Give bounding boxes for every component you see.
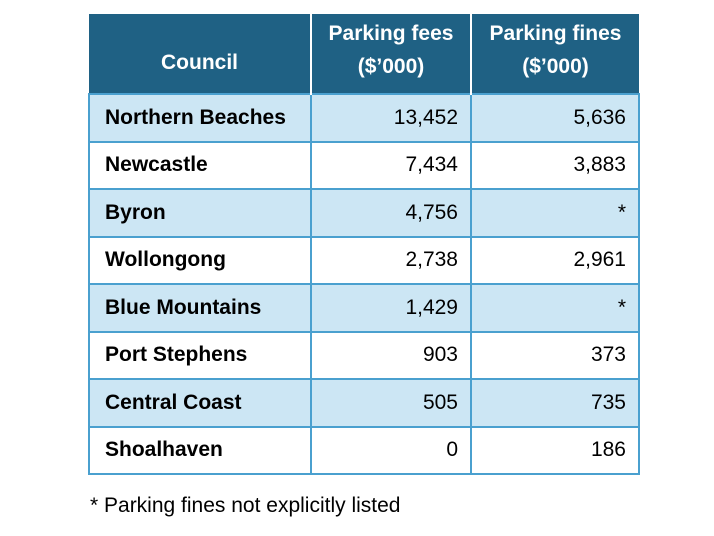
parking-fines-value: *	[470, 188, 640, 238]
council-name: Byron	[88, 188, 312, 238]
parking-fines-value: 186	[470, 425, 640, 475]
council-name: Shoalhaven	[88, 425, 312, 475]
header-fees-line2: ($’000)	[357, 55, 425, 78]
table-row: Blue Mountains 1,429 *	[88, 283, 640, 333]
parking-fines-value: 735	[470, 378, 640, 428]
parking-fees-value: 13,452	[310, 93, 472, 143]
footnote: * Parking fines not explicitly listed	[90, 494, 401, 517]
parking-fees-value: 4,756	[310, 188, 472, 238]
table-row: Northern Beaches 13,452 5,636	[88, 93, 640, 143]
parking-fines-value: *	[470, 283, 640, 333]
header-fees-line1: Parking fees	[328, 22, 454, 45]
parking-revenue-table: Council Parking fees ($’000) Parking fin…	[88, 14, 640, 475]
parking-fines-value: 373	[470, 330, 640, 380]
parking-fines-value: 2,961	[470, 235, 640, 285]
header-row: Council Parking fees ($’000) Parking fin…	[89, 14, 639, 94]
header-council-label: Council	[161, 51, 238, 74]
council-name: Wollongong	[88, 235, 312, 285]
table-row: Shoalhaven 0 186	[88, 425, 640, 475]
parking-fines-value: 3,883	[470, 140, 640, 190]
table-row: Central Coast 505 735	[88, 378, 640, 428]
parking-fees-value: 0	[310, 425, 472, 475]
header-fines-line1: Parking fines	[489, 22, 622, 45]
parking-fines-value: 5,636	[470, 93, 640, 143]
parking-fees-value: 7,434	[310, 140, 472, 190]
parking-fees-value: 903	[310, 330, 472, 380]
table-header: Council Parking fees ($’000) Parking fin…	[89, 14, 639, 94]
header-fines-line2: ($’000)	[522, 55, 589, 78]
header-council: Council	[89, 14, 311, 94]
header-parking-fees: Parking fees ($’000)	[310, 14, 471, 94]
table-row: Wollongong 2,738 2,961	[88, 235, 640, 285]
table-body: Northern Beaches 13,452 5,636 Newcastle …	[88, 93, 640, 475]
parking-fees-value: 505	[310, 378, 472, 428]
header-parking-fines: Parking fines ($’000)	[470, 14, 639, 94]
parking-fees-value: 2,738	[310, 235, 472, 285]
council-name: Central Coast	[88, 378, 312, 428]
table-row: Byron 4,756 *	[88, 188, 640, 238]
council-name: Blue Mountains	[88, 283, 312, 333]
council-name: Northern Beaches	[88, 93, 312, 143]
council-name: Port Stephens	[88, 330, 312, 380]
table-row: Port Stephens 903 373	[88, 330, 640, 380]
parking-fees-value: 1,429	[310, 283, 472, 333]
table-row: Newcastle 7,434 3,883	[88, 140, 640, 190]
council-parking-table: Council Parking fees ($’000) Parking fin…	[88, 14, 640, 475]
council-name: Newcastle	[88, 140, 312, 190]
